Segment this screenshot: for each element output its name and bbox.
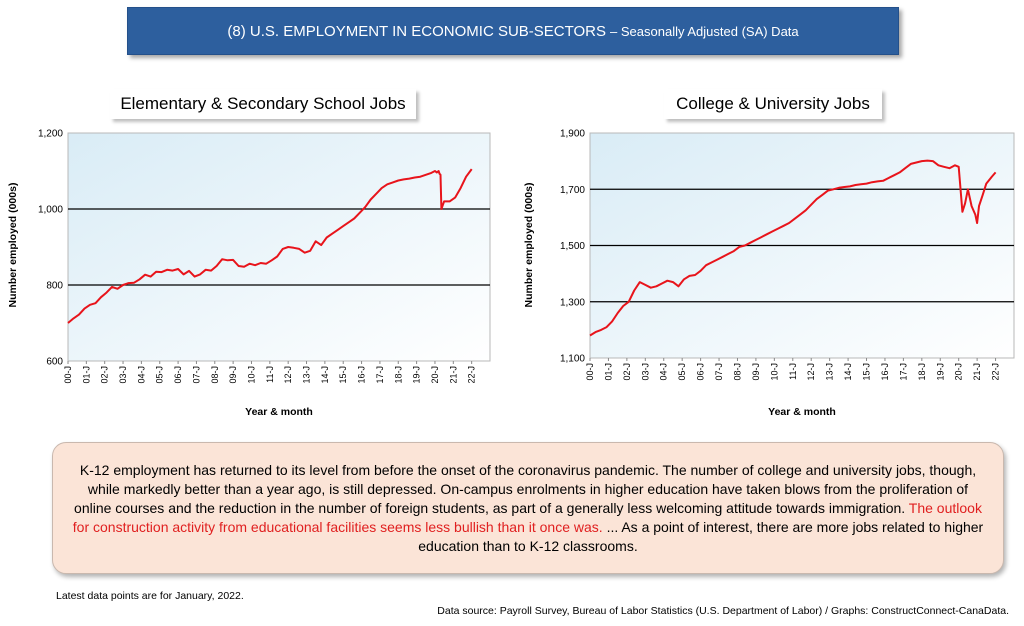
college-y-tick-label: 1,700 [560, 185, 585, 196]
college-x-tick-label: 01-J [603, 363, 613, 381]
k12-x-tick-label: 12-J [283, 366, 293, 384]
commentary-text: K-12 employment has returned to its leve… [71, 461, 985, 556]
college-x-tick-label: 13-J [825, 363, 835, 381]
college-x-tick-label: 04-J [659, 363, 669, 381]
commentary-text-after: ... As a point of interest, there are mo… [418, 518, 984, 554]
college-x-tick-label: 21-J [972, 363, 982, 381]
college-y-tick-label: 1,500 [560, 241, 585, 252]
college-x-tick-label: 03-J [640, 363, 650, 381]
k12-x-tick-label: 22-J [467, 366, 477, 384]
k12-y-tick-label: 1,000 [38, 205, 63, 216]
header-banner: (8) U.S. EMPLOYMENT IN ECONOMIC SUB-SECT… [127, 7, 899, 55]
college-x-tick-label: 22-J [991, 363, 1001, 381]
college-y-tick-label: 1,900 [560, 129, 585, 140]
k12-x-tick-label: 13-J [302, 366, 312, 384]
k12-y-tick-label: 1,200 [38, 129, 63, 140]
college-x-tick-label: 17-J [898, 363, 908, 381]
college-x-tick-label: 20-J [954, 363, 964, 381]
header-subtitle: – Seasonally Adjusted (SA) Data [610, 23, 799, 39]
k12-x-tick-label: 03-J [118, 366, 128, 384]
k12-x-tick-label: 20-J [430, 366, 440, 384]
college-jobs-chart: 1,100 1,300 1,500 1,700 1,900 00-J 01-J 02-J 03-… [523, 129, 1015, 418]
college-x-tick-label: 14-J [843, 363, 853, 381]
college-x-tick-label: 12-J [806, 363, 816, 381]
college-x-tick-label: 00-J [585, 363, 595, 381]
data-source-note: Data source: Payroll Survey, Bureau of L… [437, 605, 1009, 617]
k12-x-tick-label: 08-J [210, 366, 220, 384]
college-x-tick-label: 06-J [696, 363, 706, 381]
college-x-tick-label: 05-J [677, 363, 687, 381]
k12-x-tick-label: 02-J [100, 366, 110, 384]
chart-title-k12: Elementary & Secondary School Jobs [110, 89, 416, 119]
commentary-text-main: K-12 employment has returned to its leve… [74, 461, 977, 516]
college-x-tick-label: 08-J [732, 363, 742, 381]
k12-x-tick-label: 11-J [265, 366, 275, 383]
k12-x-tick-label: 19-J [412, 366, 422, 384]
k12-x-tick-label: 06-J [173, 366, 183, 384]
k12-x-tick-label: 01-J [81, 366, 91, 384]
k12-plot-area [67, 132, 491, 362]
college-x-tick-label: 18-J [917, 363, 927, 381]
k12-x-tick-label: 05-J [155, 366, 165, 384]
college-x-tick-label: 09-J [751, 363, 761, 381]
k12-x-tick-label: 09-J [228, 366, 238, 384]
college-y-axis-label: Number employed (000s) [523, 183, 535, 308]
k12-y-axis-label: Number employed (000s) [7, 183, 19, 308]
college-x-tick-label: 07-J [714, 363, 724, 381]
k12-x-tick-label: 17-J [375, 366, 385, 384]
college-x-tick-label: 11-J [788, 363, 798, 380]
k12-y-tick-label: 800 [46, 281, 63, 292]
k12-x-tick-label: 15-J [338, 366, 348, 384]
k12-x-tick-label: 21-J [448, 366, 458, 384]
k12-y-tick-label: 600 [46, 357, 63, 368]
k12-jobs-chart: 600 800 1,000 1,200 00-J 01-J 02-J 03-J 04-J 05-J… [7, 129, 491, 418]
college-x-tick-label: 19-J [935, 363, 945, 381]
header-title: (8) U.S. EMPLOYMENT IN ECONOMIC SUB-SECT… [227, 22, 607, 40]
latest-data-note: Latest data points are for January, 2022… [56, 590, 244, 602]
college-series-line [589, 159, 997, 337]
k12-x-tick-label: 10-J [246, 366, 256, 384]
commentary-highlight: The outlook for construction activity fr… [72, 499, 982, 535]
college-x-tick-label: 10-J [769, 363, 779, 381]
commentary-box: K-12 employment has returned to its leve… [52, 442, 1004, 574]
college-y-tick-label: 1,300 [560, 297, 585, 308]
college-x-tick-label: 16-J [880, 363, 890, 381]
k12-x-tick-label: 14-J [320, 366, 330, 384]
college-x-tick-label: 15-J [862, 363, 872, 381]
k12-x-tick-label: 16-J [357, 366, 367, 384]
k12-x-axis-label: Year & month [245, 406, 313, 418]
college-y-tick-label: 1,100 [560, 354, 585, 365]
k12-x-tick-label: 18-J [393, 366, 403, 384]
k12-x-tick-label: 00-J [63, 366, 73, 384]
college-x-axis-label: Year & month [768, 406, 836, 418]
k12-x-tick-label: 07-J [191, 366, 201, 384]
k12-x-tick-label: 04-J [136, 366, 146, 384]
k12-series-line [67, 168, 473, 324]
chart-title-college: College & University Jobs [664, 89, 882, 119]
college-x-tick-label: 02-J [622, 363, 632, 381]
